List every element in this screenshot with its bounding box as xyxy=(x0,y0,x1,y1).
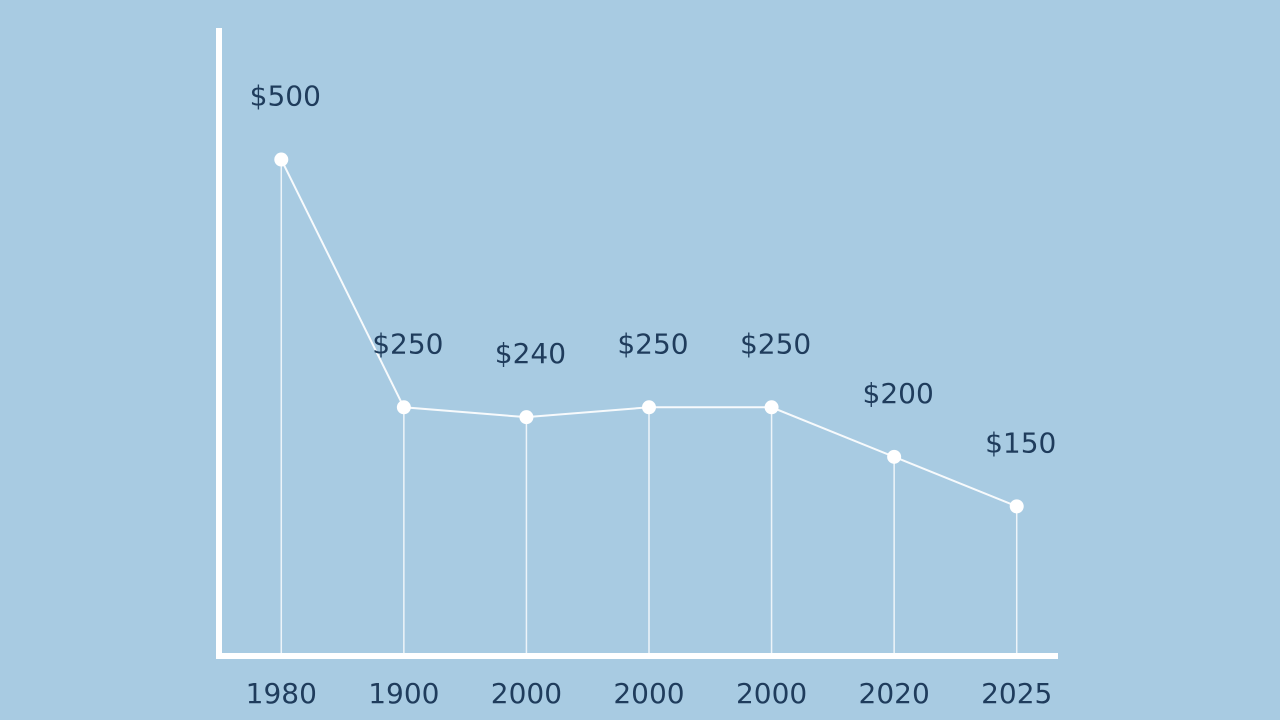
x-tick-label: 2020 xyxy=(859,677,930,710)
x-tick-label: 2000 xyxy=(491,677,562,710)
x-tick-label: 2000 xyxy=(736,677,807,710)
value-label: $250 xyxy=(617,327,688,360)
value-label: $150 xyxy=(985,426,1056,459)
point xyxy=(887,449,902,464)
x-tick-label: 2000 xyxy=(613,677,684,710)
point xyxy=(764,400,779,415)
point xyxy=(396,400,411,415)
point xyxy=(274,152,289,167)
value-label: $250 xyxy=(372,327,443,360)
point xyxy=(642,400,656,415)
point xyxy=(519,410,534,425)
value-label: $500 xyxy=(250,80,321,113)
point xyxy=(1009,499,1024,514)
value-label: $240 xyxy=(495,337,566,370)
x-tick-label: 2025 xyxy=(981,677,1052,710)
value-label: $250 xyxy=(740,327,811,360)
x-tick-label: 1980 xyxy=(246,677,317,710)
value-label: $200 xyxy=(863,377,934,410)
x-tick-label: 1900 xyxy=(368,677,439,710)
